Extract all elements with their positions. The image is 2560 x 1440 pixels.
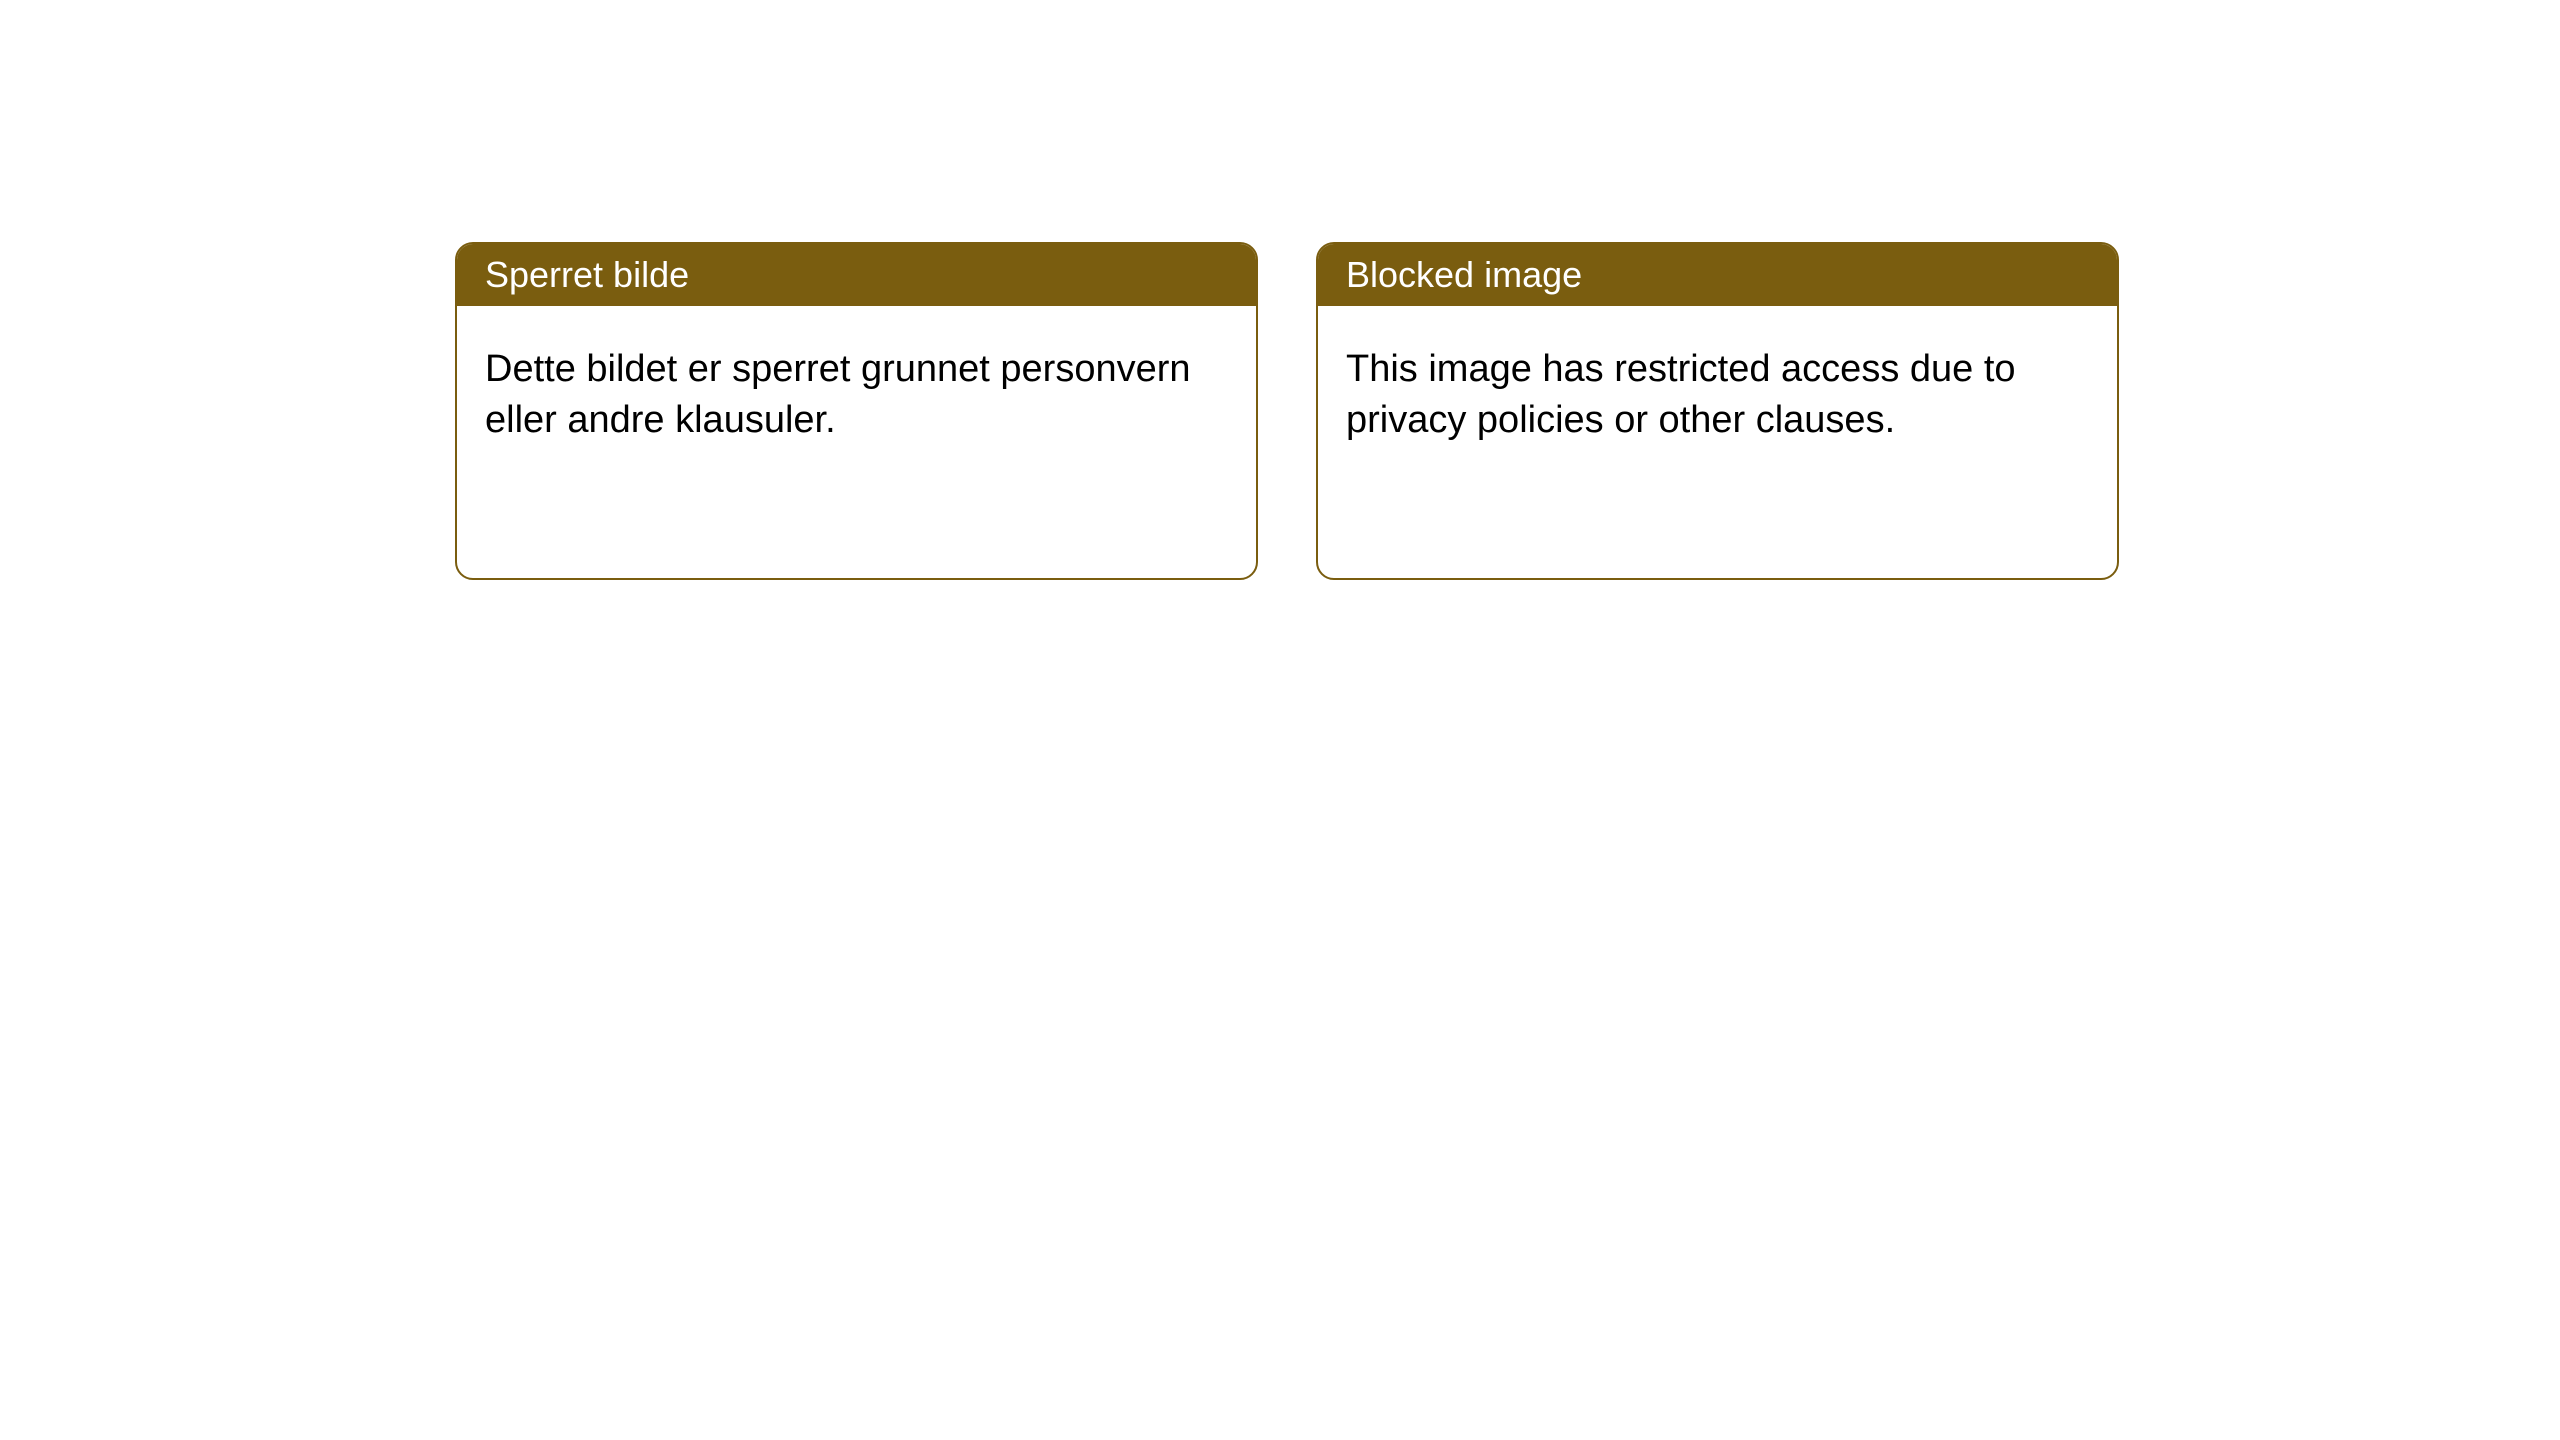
- notice-header: Sperret bilde: [457, 244, 1256, 306]
- notice-text: Dette bildet er sperret grunnet personve…: [485, 348, 1191, 441]
- notice-body: Dette bildet er sperret grunnet personve…: [457, 306, 1256, 578]
- notice-container: Sperret bilde Dette bildet er sperret gr…: [455, 242, 2119, 580]
- notice-card-english: Blocked image This image has restricted …: [1316, 242, 2119, 580]
- notice-card-norwegian: Sperret bilde Dette bildet er sperret gr…: [455, 242, 1258, 580]
- notice-title: Blocked image: [1346, 254, 1582, 295]
- notice-text: This image has restricted access due to …: [1346, 348, 2016, 441]
- notice-body: This image has restricted access due to …: [1318, 306, 2117, 578]
- notice-title: Sperret bilde: [485, 254, 689, 295]
- notice-header: Blocked image: [1318, 244, 2117, 306]
